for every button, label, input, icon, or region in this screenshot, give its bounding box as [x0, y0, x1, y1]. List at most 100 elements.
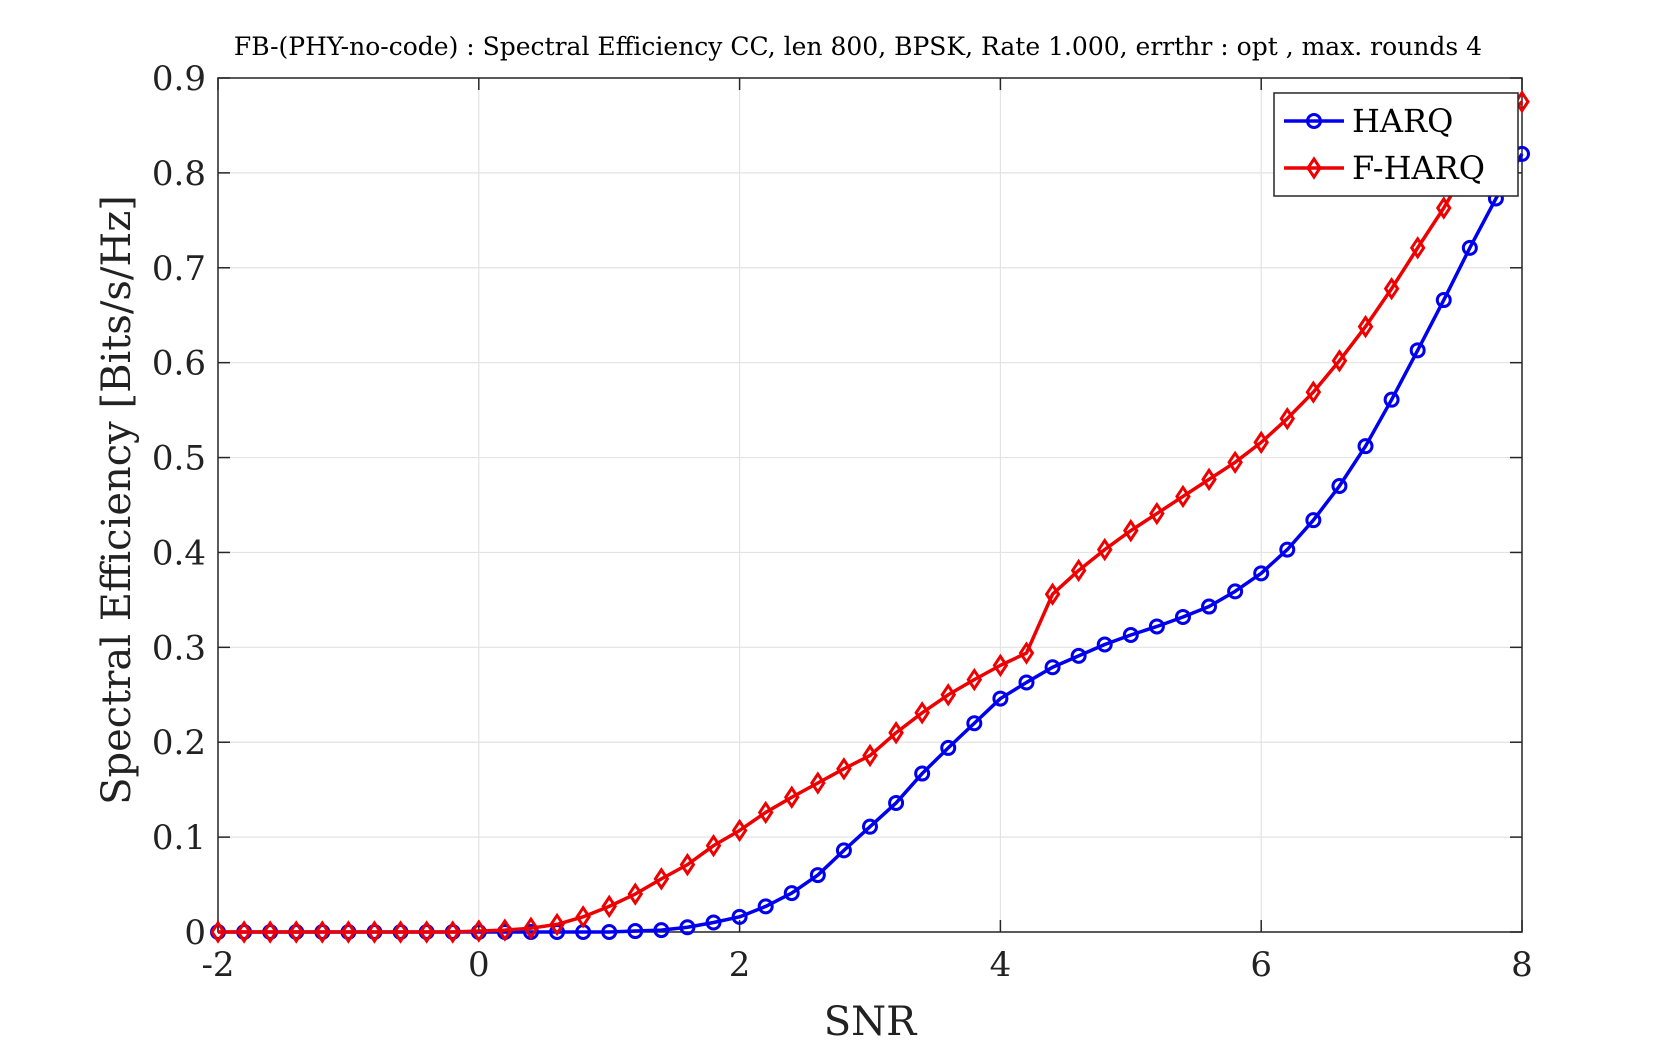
data-point-f-harq	[523, 916, 539, 940]
data-point-f-harq	[575, 905, 591, 929]
y-tick-label: 0.7	[152, 249, 206, 289]
data-point-f-harq	[940, 683, 957, 707]
data-point-f-harq	[679, 852, 696, 877]
series-line-harq	[218, 153, 1524, 934]
data-point-f-harq	[1279, 406, 1296, 431]
legend-swatch-marker-f-harq	[1306, 156, 1322, 180]
data-point-harq	[1461, 239, 1478, 256]
axis-ticks: -2 0 2 4 6 800.10.20.30.40.50.60.70.80.9	[152, 59, 1533, 985]
data-point-harq	[1357, 438, 1374, 455]
data-point-harq	[809, 867, 826, 884]
data-point-f-harq	[731, 818, 748, 843]
data-point-harq	[1122, 626, 1139, 643]
data-point-f-harq	[1305, 380, 1322, 404]
data-point-f-harq	[236, 920, 252, 944]
data-point-f-harq	[1227, 450, 1243, 475]
data-point-harq	[653, 922, 670, 939]
series-harq	[210, 145, 1530, 940]
data-point-harq	[1331, 478, 1348, 495]
data-point-f-harq	[1175, 484, 1191, 509]
data-point-harq	[627, 923, 644, 940]
data-point-f-harq	[1331, 349, 1348, 373]
data-point-harq	[1409, 342, 1426, 359]
data-point-f-harq	[1149, 501, 1165, 526]
data-point-harq	[1148, 618, 1165, 635]
data-point-harq	[1070, 647, 1087, 664]
data-point-f-harq	[966, 667, 983, 692]
legend-box	[1273, 92, 1519, 197]
data-point-f-harq	[210, 920, 226, 944]
series-group	[210, 90, 1530, 944]
y-tick-label: 0	[184, 913, 206, 953]
data-point-f-harq	[392, 920, 409, 944]
data-point-f-harq	[497, 918, 513, 942]
x-tick-label: 0	[468, 945, 490, 985]
x-tick-label: 2	[729, 945, 751, 985]
legend-label-harq: HARQ	[1352, 102, 1453, 140]
data-point-f-harq	[444, 920, 461, 944]
legend-swatch-marker-harq	[1306, 113, 1322, 129]
y-tick-label: 0.8	[152, 154, 206, 194]
data-point-f-harq	[1018, 641, 1035, 665]
data-point-harq	[1279, 541, 1296, 558]
data-point-harq	[1253, 565, 1270, 582]
y-tick-label: 0.3	[152, 628, 206, 668]
data-point-f-harq	[1409, 236, 1426, 260]
series-f-harq	[210, 90, 1530, 944]
data-point-harq	[679, 919, 696, 936]
data-point-harq	[914, 765, 931, 782]
data-point-f-harq	[418, 920, 435, 944]
data-point-f-harq	[262, 920, 278, 944]
data-point-f-harq	[1122, 518, 1139, 543]
legend-label-f-harq: F-HARQ	[1352, 149, 1485, 187]
data-point-f-harq	[653, 867, 670, 891]
y-axis-label: Spectral Efficiency [Bits/s/Hz]	[94, 195, 140, 805]
x-tick-label: 6	[1250, 945, 1272, 985]
data-point-f-harq	[836, 757, 852, 781]
series-line-f-harq	[218, 100, 1524, 934]
data-point-harq	[1096, 636, 1113, 653]
chart-title: FB-(PHY-no-code) : Spectral Efficiency C…	[234, 32, 1482, 61]
y-tick-label: 0.6	[152, 344, 206, 384]
x-tick-label: 4	[990, 945, 1012, 985]
data-point-f-harq	[1357, 314, 1374, 339]
data-point-f-harq	[1383, 276, 1400, 301]
data-point-f-harq	[914, 701, 930, 725]
data-point-harq	[992, 690, 1009, 707]
data-point-harq	[940, 739, 957, 756]
data-point-f-harq	[549, 912, 565, 937]
data-point-f-harq	[470, 919, 487, 943]
x-tick-label: -2	[201, 945, 234, 985]
data-point-harq	[705, 914, 722, 931]
data-point-harq	[1201, 598, 1218, 615]
x-axis-label: SNR	[824, 999, 918, 1042]
data-point-f-harq	[888, 721, 904, 745]
data-point-f-harq	[1253, 430, 1270, 455]
data-point-harq	[731, 908, 748, 925]
x-tick-label: 8	[1511, 945, 1533, 985]
data-point-harq	[966, 715, 983, 732]
data-point-f-harq	[705, 833, 722, 858]
data-point-harq	[835, 842, 852, 859]
data-point-harq	[862, 818, 878, 835]
data-point-f-harq	[1435, 196, 1452, 220]
data-point-f-harq	[601, 894, 618, 919]
data-point-f-harq	[1096, 537, 1113, 562]
data-point-harq	[1305, 512, 1322, 529]
data-point-f-harq	[627, 882, 644, 906]
data-point-f-harq	[1201, 467, 1217, 492]
data-point-f-harq	[288, 920, 305, 944]
data-point-harq	[1044, 659, 1061, 676]
data-point-f-harq	[340, 920, 357, 944]
data-point-harq	[783, 885, 800, 902]
data-point-harq	[1435, 292, 1452, 309]
data-point-f-harq	[314, 920, 331, 944]
data-point-harq	[1227, 583, 1244, 600]
data-point-f-harq	[992, 653, 1009, 678]
data-point-f-harq	[1070, 558, 1087, 583]
y-tick-label: 0.2	[152, 723, 206, 763]
data-point-f-harq	[366, 920, 383, 944]
y-tick-label: 0.1	[152, 818, 206, 858]
